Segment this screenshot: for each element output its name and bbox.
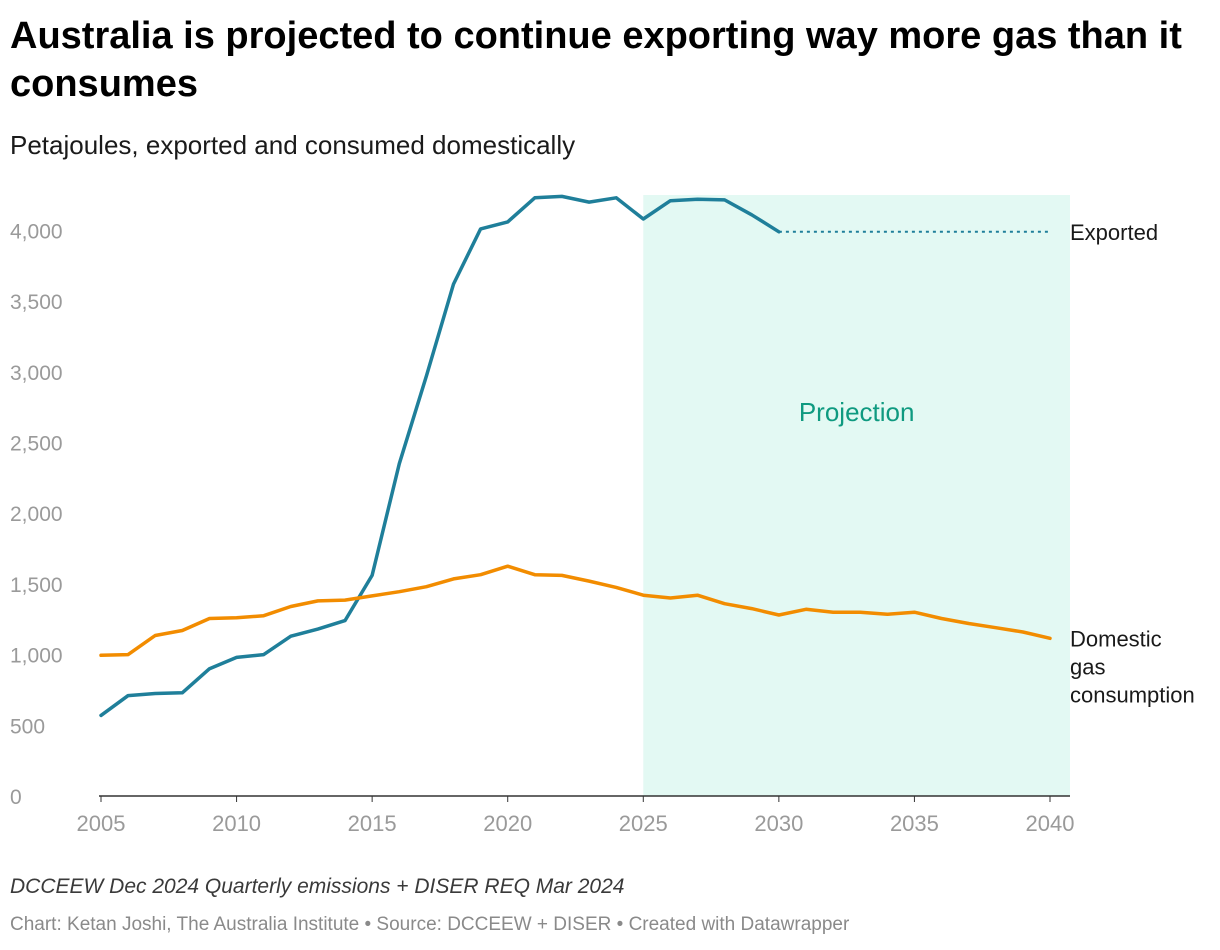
y-tick-label: 2,500 bbox=[10, 432, 63, 455]
y-tick-label: 3,500 bbox=[10, 291, 63, 314]
source-note: DCCEEW Dec 2024 Quarterly emissions + DI… bbox=[10, 875, 625, 898]
projection-label: Projection bbox=[799, 397, 915, 427]
x-tick-label: 2005 bbox=[77, 811, 126, 836]
y-tick-label: 500 bbox=[10, 715, 45, 738]
exported-series-label: Exported bbox=[1070, 220, 1158, 245]
x-tick-label: 2040 bbox=[1026, 811, 1075, 836]
projection-region bbox=[643, 195, 1070, 796]
x-tick-label: 2035 bbox=[890, 811, 939, 836]
x-tick-label: 2020 bbox=[483, 811, 532, 836]
domestic-series-label: Domestic gas consumption bbox=[1070, 626, 1195, 707]
x-tick-label: 2015 bbox=[348, 811, 397, 836]
x-tick-label: 2030 bbox=[754, 811, 803, 836]
y-tick-label: 1,500 bbox=[10, 574, 63, 597]
credits-line: Chart: Ketan Joshi, The Australia Instit… bbox=[10, 914, 850, 935]
chart-title: Australia is projected to continue expor… bbox=[10, 15, 1182, 105]
exported-line bbox=[99, 194, 781, 718]
line-chart: Projection 0 500 1,000 1,500 2,000 2,500 3,000… bbox=[10, 194, 1195, 836]
chart-subtitle: Petajoules, exported and consumed domest… bbox=[10, 130, 576, 160]
y-tick-label: 1,000 bbox=[10, 645, 63, 668]
y-tick-label: 0 bbox=[10, 786, 22, 809]
domestic-consumption-line bbox=[99, 564, 1052, 658]
x-tick-label: 2025 bbox=[619, 811, 668, 836]
y-tick-label: 3,000 bbox=[10, 362, 63, 385]
y-tick-label: 2,000 bbox=[10, 503, 63, 526]
x-tick-label: 2010 bbox=[212, 811, 261, 836]
y-tick-label: 4,000 bbox=[10, 220, 63, 243]
